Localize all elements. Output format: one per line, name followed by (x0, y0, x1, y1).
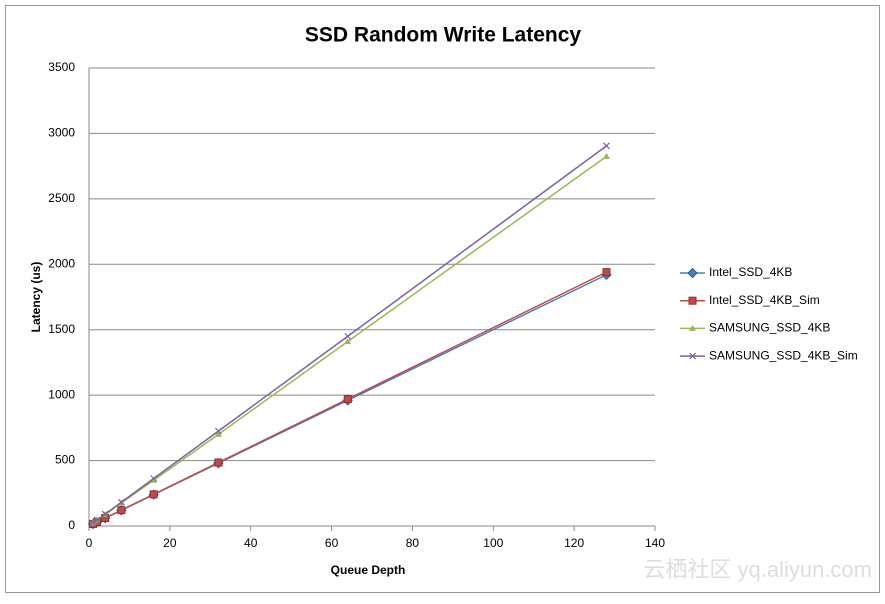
marker (149, 490, 158, 499)
watermark: 云栖社区 yq.aliyun.com (643, 557, 872, 582)
y-tick-label: 3000 (48, 126, 75, 140)
y-tick-label: 1500 (48, 322, 75, 336)
marker (343, 395, 352, 404)
legend-marker (689, 352, 696, 360)
marker (214, 427, 222, 435)
x-tick-label: 60 (325, 536, 339, 550)
y-axis-label: Latency (us) (29, 262, 43, 333)
marker (150, 476, 158, 483)
x-tick-label: 20 (163, 536, 177, 550)
x-tick-label: 140 (645, 536, 665, 550)
legend-marker (689, 324, 696, 331)
legend-label: SAMSUNG_SSD_4KB (709, 321, 830, 335)
legend-marker (687, 267, 698, 279)
marker (344, 337, 352, 344)
y-tick-label: 2000 (48, 256, 75, 270)
y-tick-label: 3500 (48, 60, 75, 74)
marker (93, 516, 101, 524)
marker (602, 268, 611, 277)
marker (89, 519, 97, 527)
chart-title: SSD Random Write Latency (305, 24, 581, 47)
x-tick-label: 0 (86, 536, 93, 550)
x-tick-label: 100 (483, 536, 503, 550)
x-tick-label: 80 (406, 536, 420, 550)
marker (150, 475, 158, 482)
x-tick-label: 40 (244, 536, 258, 550)
legend-label: SAMSUNG_SSD_4KB_Sim (709, 348, 858, 362)
marker (101, 510, 109, 518)
y-tick-label: 1000 (48, 387, 75, 401)
marker (602, 152, 610, 159)
marker (214, 430, 222, 437)
marker (344, 332, 352, 340)
legend-label: Intel_SSD_4KB (709, 265, 792, 279)
legend-marker (688, 296, 697, 305)
marker (117, 506, 126, 515)
y-tick-label: 2500 (48, 191, 75, 205)
marker (117, 498, 125, 506)
marker (603, 142, 610, 150)
y-tick-label: 500 (55, 453, 75, 467)
x-tick-label: 120 (564, 536, 584, 550)
x-axis-label: Queue Depth (331, 563, 406, 577)
marker (214, 458, 223, 467)
legend-label: Intel_SSD_4KB_Sim (709, 293, 820, 307)
y-tick-label: 0 (68, 518, 75, 532)
